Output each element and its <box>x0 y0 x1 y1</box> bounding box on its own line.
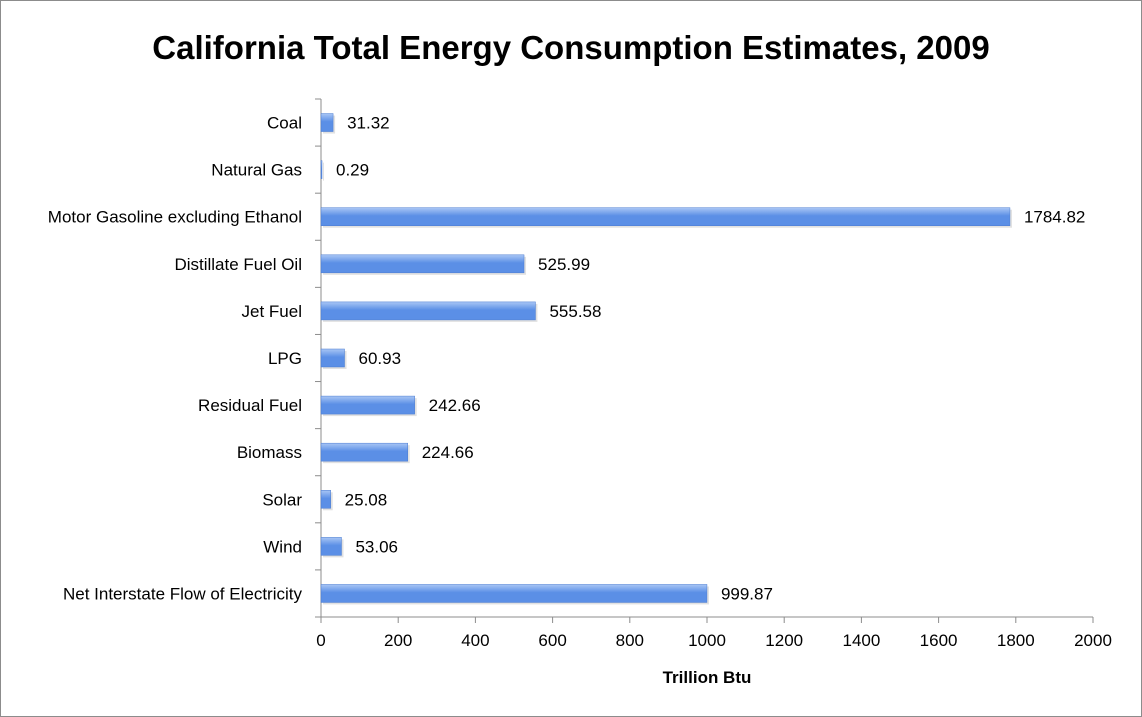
x-tick-label: 1400 <box>842 631 880 650</box>
bar <box>320 348 345 368</box>
data-label: 555.58 <box>549 302 601 321</box>
data-label: 53.06 <box>355 537 398 556</box>
bar <box>320 113 334 132</box>
data-label: 25.08 <box>345 490 388 509</box>
category-label: Solar <box>262 490 302 509</box>
category-label: Motor Gasoline excluding Ethanol <box>48 208 302 227</box>
bar <box>320 442 408 462</box>
category-label: Net Interstate Flow of Electricity <box>63 584 303 603</box>
x-tick-label: 200 <box>384 631 412 650</box>
data-label: 224.66 <box>422 443 474 462</box>
x-tick-label: 1600 <box>920 631 958 650</box>
category-label: Wind <box>263 537 302 556</box>
x-tick-label: 2000 <box>1074 631 1112 650</box>
data-label: 999.87 <box>721 584 773 603</box>
bar <box>320 160 323 179</box>
data-label: 31.32 <box>347 114 390 133</box>
x-tick-label: 1200 <box>765 631 803 650</box>
x-tick-label: 600 <box>538 631 566 650</box>
bar <box>320 537 342 556</box>
category-label: Residual Fuel <box>198 396 302 415</box>
bar <box>320 395 415 415</box>
bars <box>320 113 1012 605</box>
data-label: 242.66 <box>429 396 481 415</box>
data-label: 60.93 <box>359 349 402 368</box>
data-label: 1784.82 <box>1024 208 1085 227</box>
bar-shadow <box>323 162 324 181</box>
x-axis-title: Trillion Btu <box>663 668 752 687</box>
category-label: Biomass <box>237 443 302 462</box>
category-label: Jet Fuel <box>242 302 302 321</box>
bar <box>320 584 708 603</box>
bar <box>320 490 331 509</box>
chart-title: California Total Energy Consumption Esti… <box>152 29 989 66</box>
x-tick-label: 800 <box>616 631 644 650</box>
category-label: Distillate Fuel Oil <box>174 255 302 274</box>
category-label: Coal <box>267 114 302 133</box>
data-label: 0.29 <box>336 161 369 180</box>
x-tick-label: 1800 <box>997 631 1035 650</box>
category-label: Natural Gas <box>211 161 302 180</box>
x-tick-label: 400 <box>461 631 489 650</box>
bar <box>320 207 1011 226</box>
bar <box>320 254 525 274</box>
data-label: 525.99 <box>538 255 590 274</box>
bar <box>320 301 536 321</box>
category-label: LPG <box>268 349 302 368</box>
axes: 0 200 400 600 800 1000 1200 1400 1600 1800 2000 <box>315 98 1112 650</box>
labels: Coal 31.32 Natural Gas 0.29 Motor Gasoline e… <box>48 114 1086 604</box>
x-tick-label: 1000 <box>688 631 726 650</box>
x-tick-label: 0 <box>316 631 325 650</box>
